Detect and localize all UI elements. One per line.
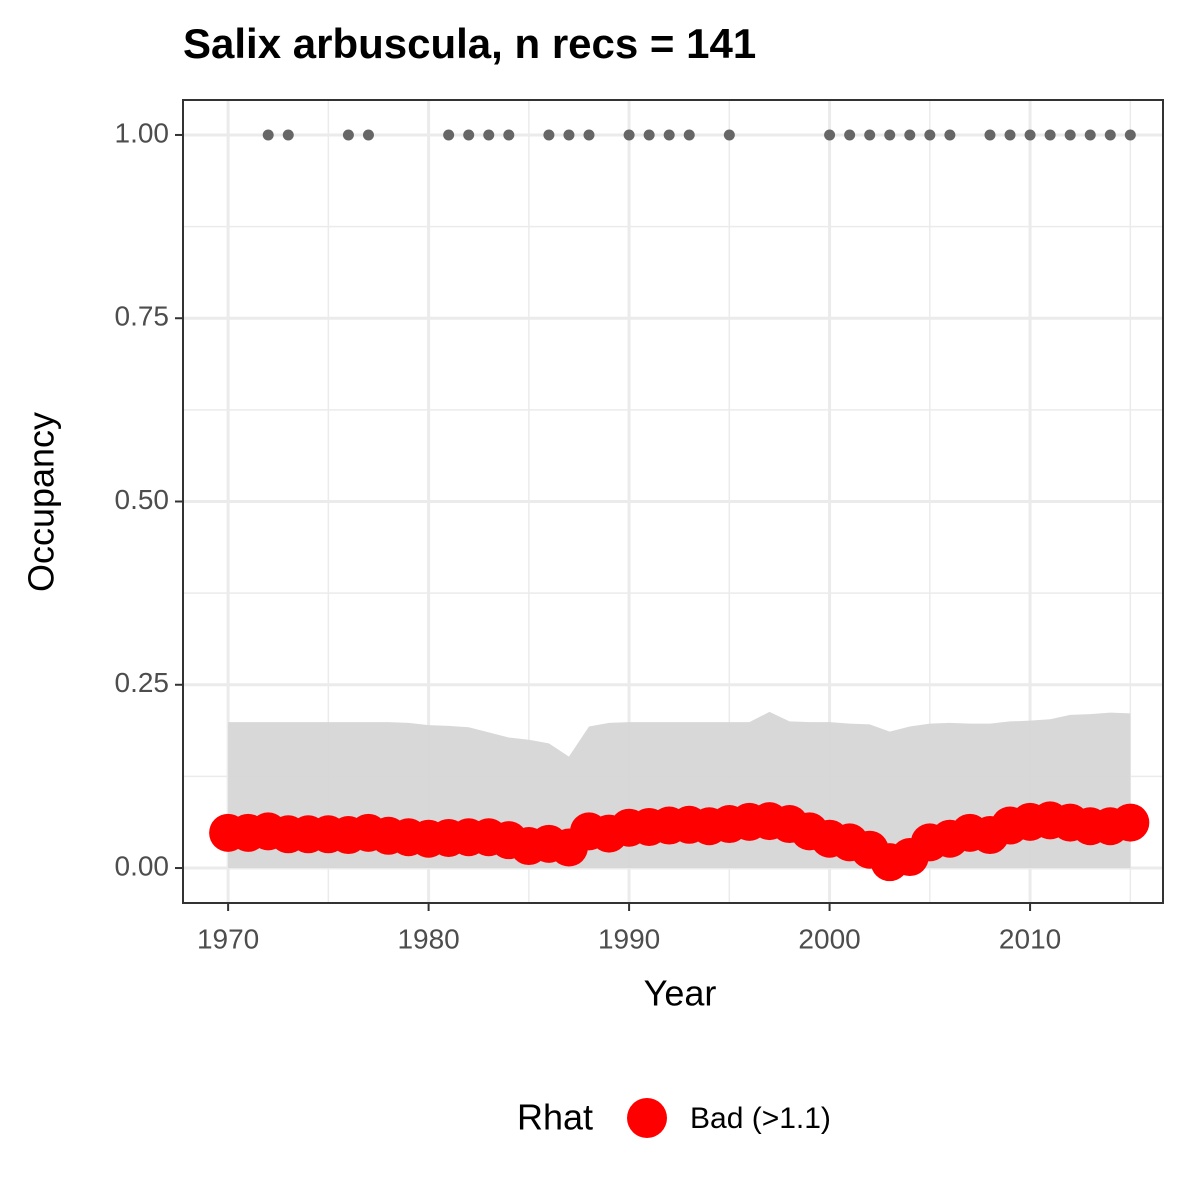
y-tick-label: 0.00 <box>115 850 170 881</box>
detection-point <box>904 129 916 141</box>
chart-title: Salix arbuscula, n recs = 141 <box>183 20 756 67</box>
detection-point <box>563 129 575 141</box>
detection-point <box>1044 129 1056 141</box>
detection-point <box>1124 129 1136 141</box>
x-tick-label: 1980 <box>397 923 459 954</box>
detection-point <box>824 129 836 141</box>
detection-point <box>844 129 856 141</box>
detection-point <box>503 129 515 141</box>
detection-point <box>282 129 294 141</box>
detection-point <box>1104 129 1116 141</box>
detection-point <box>342 129 354 141</box>
x-axis-title: Year <box>644 973 717 1014</box>
y-tick-label: 1.00 <box>115 117 170 148</box>
y-tick-label: 0.25 <box>115 667 170 698</box>
detection-point <box>543 129 555 141</box>
detection-point <box>864 129 876 141</box>
detection-point <box>443 129 455 141</box>
detection-point <box>924 129 936 141</box>
panel-border <box>182 99 1164 904</box>
detection-point <box>1064 129 1076 141</box>
detection-point <box>483 129 495 141</box>
y-tick-label: 0.50 <box>115 484 170 515</box>
detection-point <box>1084 129 1096 141</box>
detection-point <box>362 129 374 141</box>
legend-key <box>627 1098 667 1138</box>
x-tick-label: 2000 <box>798 923 860 954</box>
detection-point <box>583 129 595 141</box>
detection-point <box>1004 129 1016 141</box>
detection-point <box>984 129 996 141</box>
x-tick-label: 2010 <box>999 923 1061 954</box>
legend-title: Rhat <box>517 1097 593 1138</box>
detection-point <box>1024 129 1036 141</box>
detection-point <box>683 129 695 141</box>
detection-point <box>643 129 655 141</box>
detection-point <box>623 129 635 141</box>
detection-point <box>944 129 956 141</box>
x-tick-label: 1990 <box>598 923 660 954</box>
detection-point <box>723 129 735 141</box>
estimate-point <box>1111 803 1150 842</box>
y-tick-label: 0.75 <box>115 301 170 332</box>
y-axis-title: Occupancy <box>21 412 62 592</box>
legend-label: Bad (>1.1) <box>690 1102 831 1135</box>
detection-point <box>663 129 675 141</box>
detection-point <box>884 129 896 141</box>
detection-point <box>262 129 274 141</box>
detection-point <box>463 129 475 141</box>
x-tick-label: 1970 <box>197 923 259 954</box>
